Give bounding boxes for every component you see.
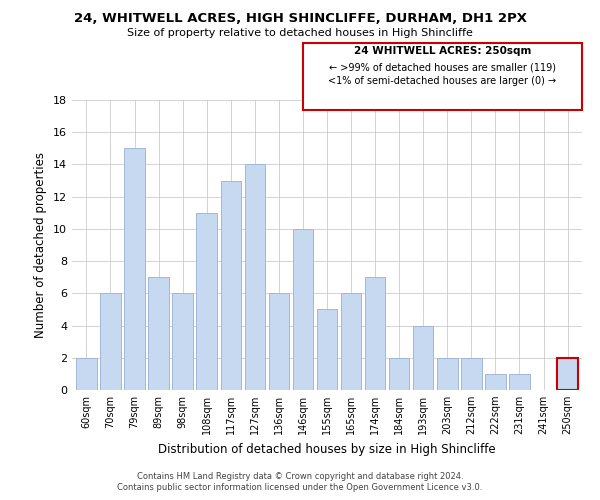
Bar <box>437 358 458 390</box>
X-axis label: Distribution of detached houses by size in High Shincliffe: Distribution of detached houses by size … <box>158 442 496 456</box>
Bar <box>269 294 289 390</box>
Text: Contains public sector information licensed under the Open Government Licence v3: Contains public sector information licen… <box>118 484 482 492</box>
Bar <box>485 374 506 390</box>
Bar <box>76 358 97 390</box>
Bar <box>317 310 337 390</box>
Text: ← >99% of detached houses are smaller (119): ← >99% of detached houses are smaller (1… <box>329 62 556 72</box>
Text: Size of property relative to detached houses in High Shincliffe: Size of property relative to detached ho… <box>127 28 473 38</box>
Text: 24 WHITWELL ACRES: 250sqm: 24 WHITWELL ACRES: 250sqm <box>354 46 531 56</box>
Bar <box>245 164 265 390</box>
Bar <box>124 148 145 390</box>
Bar <box>341 294 361 390</box>
Bar <box>148 277 169 390</box>
Bar <box>557 358 578 390</box>
Bar <box>221 180 241 390</box>
Bar <box>389 358 409 390</box>
Bar <box>365 277 385 390</box>
Bar <box>293 229 313 390</box>
Text: 24, WHITWELL ACRES, HIGH SHINCLIFFE, DURHAM, DH1 2PX: 24, WHITWELL ACRES, HIGH SHINCLIFFE, DUR… <box>74 12 527 26</box>
Bar <box>172 294 193 390</box>
Bar <box>461 358 482 390</box>
Bar <box>413 326 433 390</box>
Bar <box>196 213 217 390</box>
Y-axis label: Number of detached properties: Number of detached properties <box>34 152 47 338</box>
Text: Contains HM Land Registry data © Crown copyright and database right 2024.: Contains HM Land Registry data © Crown c… <box>137 472 463 481</box>
Text: <1% of semi-detached houses are larger (0) →: <1% of semi-detached houses are larger (… <box>328 76 557 86</box>
Bar <box>509 374 530 390</box>
Bar <box>100 294 121 390</box>
